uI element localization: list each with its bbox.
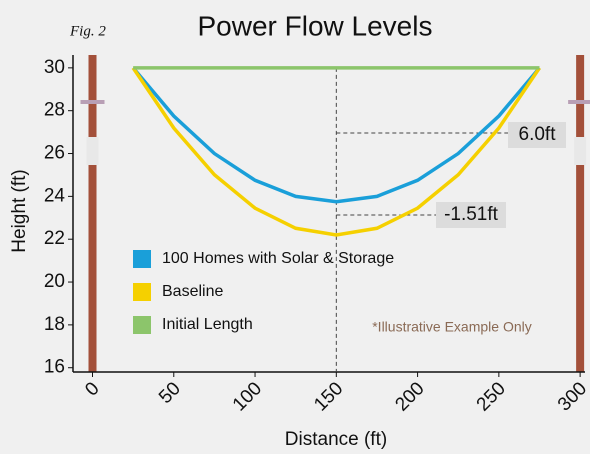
legend-swatch <box>133 250 151 268</box>
series-line <box>131 66 541 204</box>
y-axis-label: Height (ft) <box>9 169 30 252</box>
legend-swatch <box>133 316 151 334</box>
y-tick-label: 18 <box>44 314 65 335</box>
legend-swatch <box>133 283 151 301</box>
crossarm <box>80 100 105 104</box>
insulator <box>86 137 99 165</box>
legend-label: Initial Length <box>162 316 253 333</box>
y-tick-label: 26 <box>44 143 65 164</box>
y-tick-label: 24 <box>44 185 66 206</box>
pole <box>88 55 97 372</box>
y-tick-label: 28 <box>44 100 65 121</box>
x-axis-label: Distance (ft) <box>285 429 387 450</box>
y-tick-label: 16 <box>44 357 65 378</box>
y-tick-label: 20 <box>44 271 65 292</box>
note: *Illustrative Example Only <box>372 319 532 335</box>
pole <box>576 55 585 372</box>
chart-title: Power Flow Levels <box>198 10 433 41</box>
crossarm <box>568 100 590 104</box>
legend-label: 100 Homes with Solar & Storage <box>162 250 394 267</box>
figure-label: Fig. 2 <box>69 23 106 39</box>
annotation: 6.0ft <box>519 124 557 145</box>
annotation: -1.51ft <box>444 204 499 225</box>
annotation-box <box>508 122 566 148</box>
insulator <box>574 137 587 165</box>
annotation-box <box>436 202 506 228</box>
y-tick-label: 30 <box>44 57 65 78</box>
legend-label: Baseline <box>162 283 223 300</box>
y-tick-label: 22 <box>44 228 65 249</box>
series-line <box>131 66 541 237</box>
